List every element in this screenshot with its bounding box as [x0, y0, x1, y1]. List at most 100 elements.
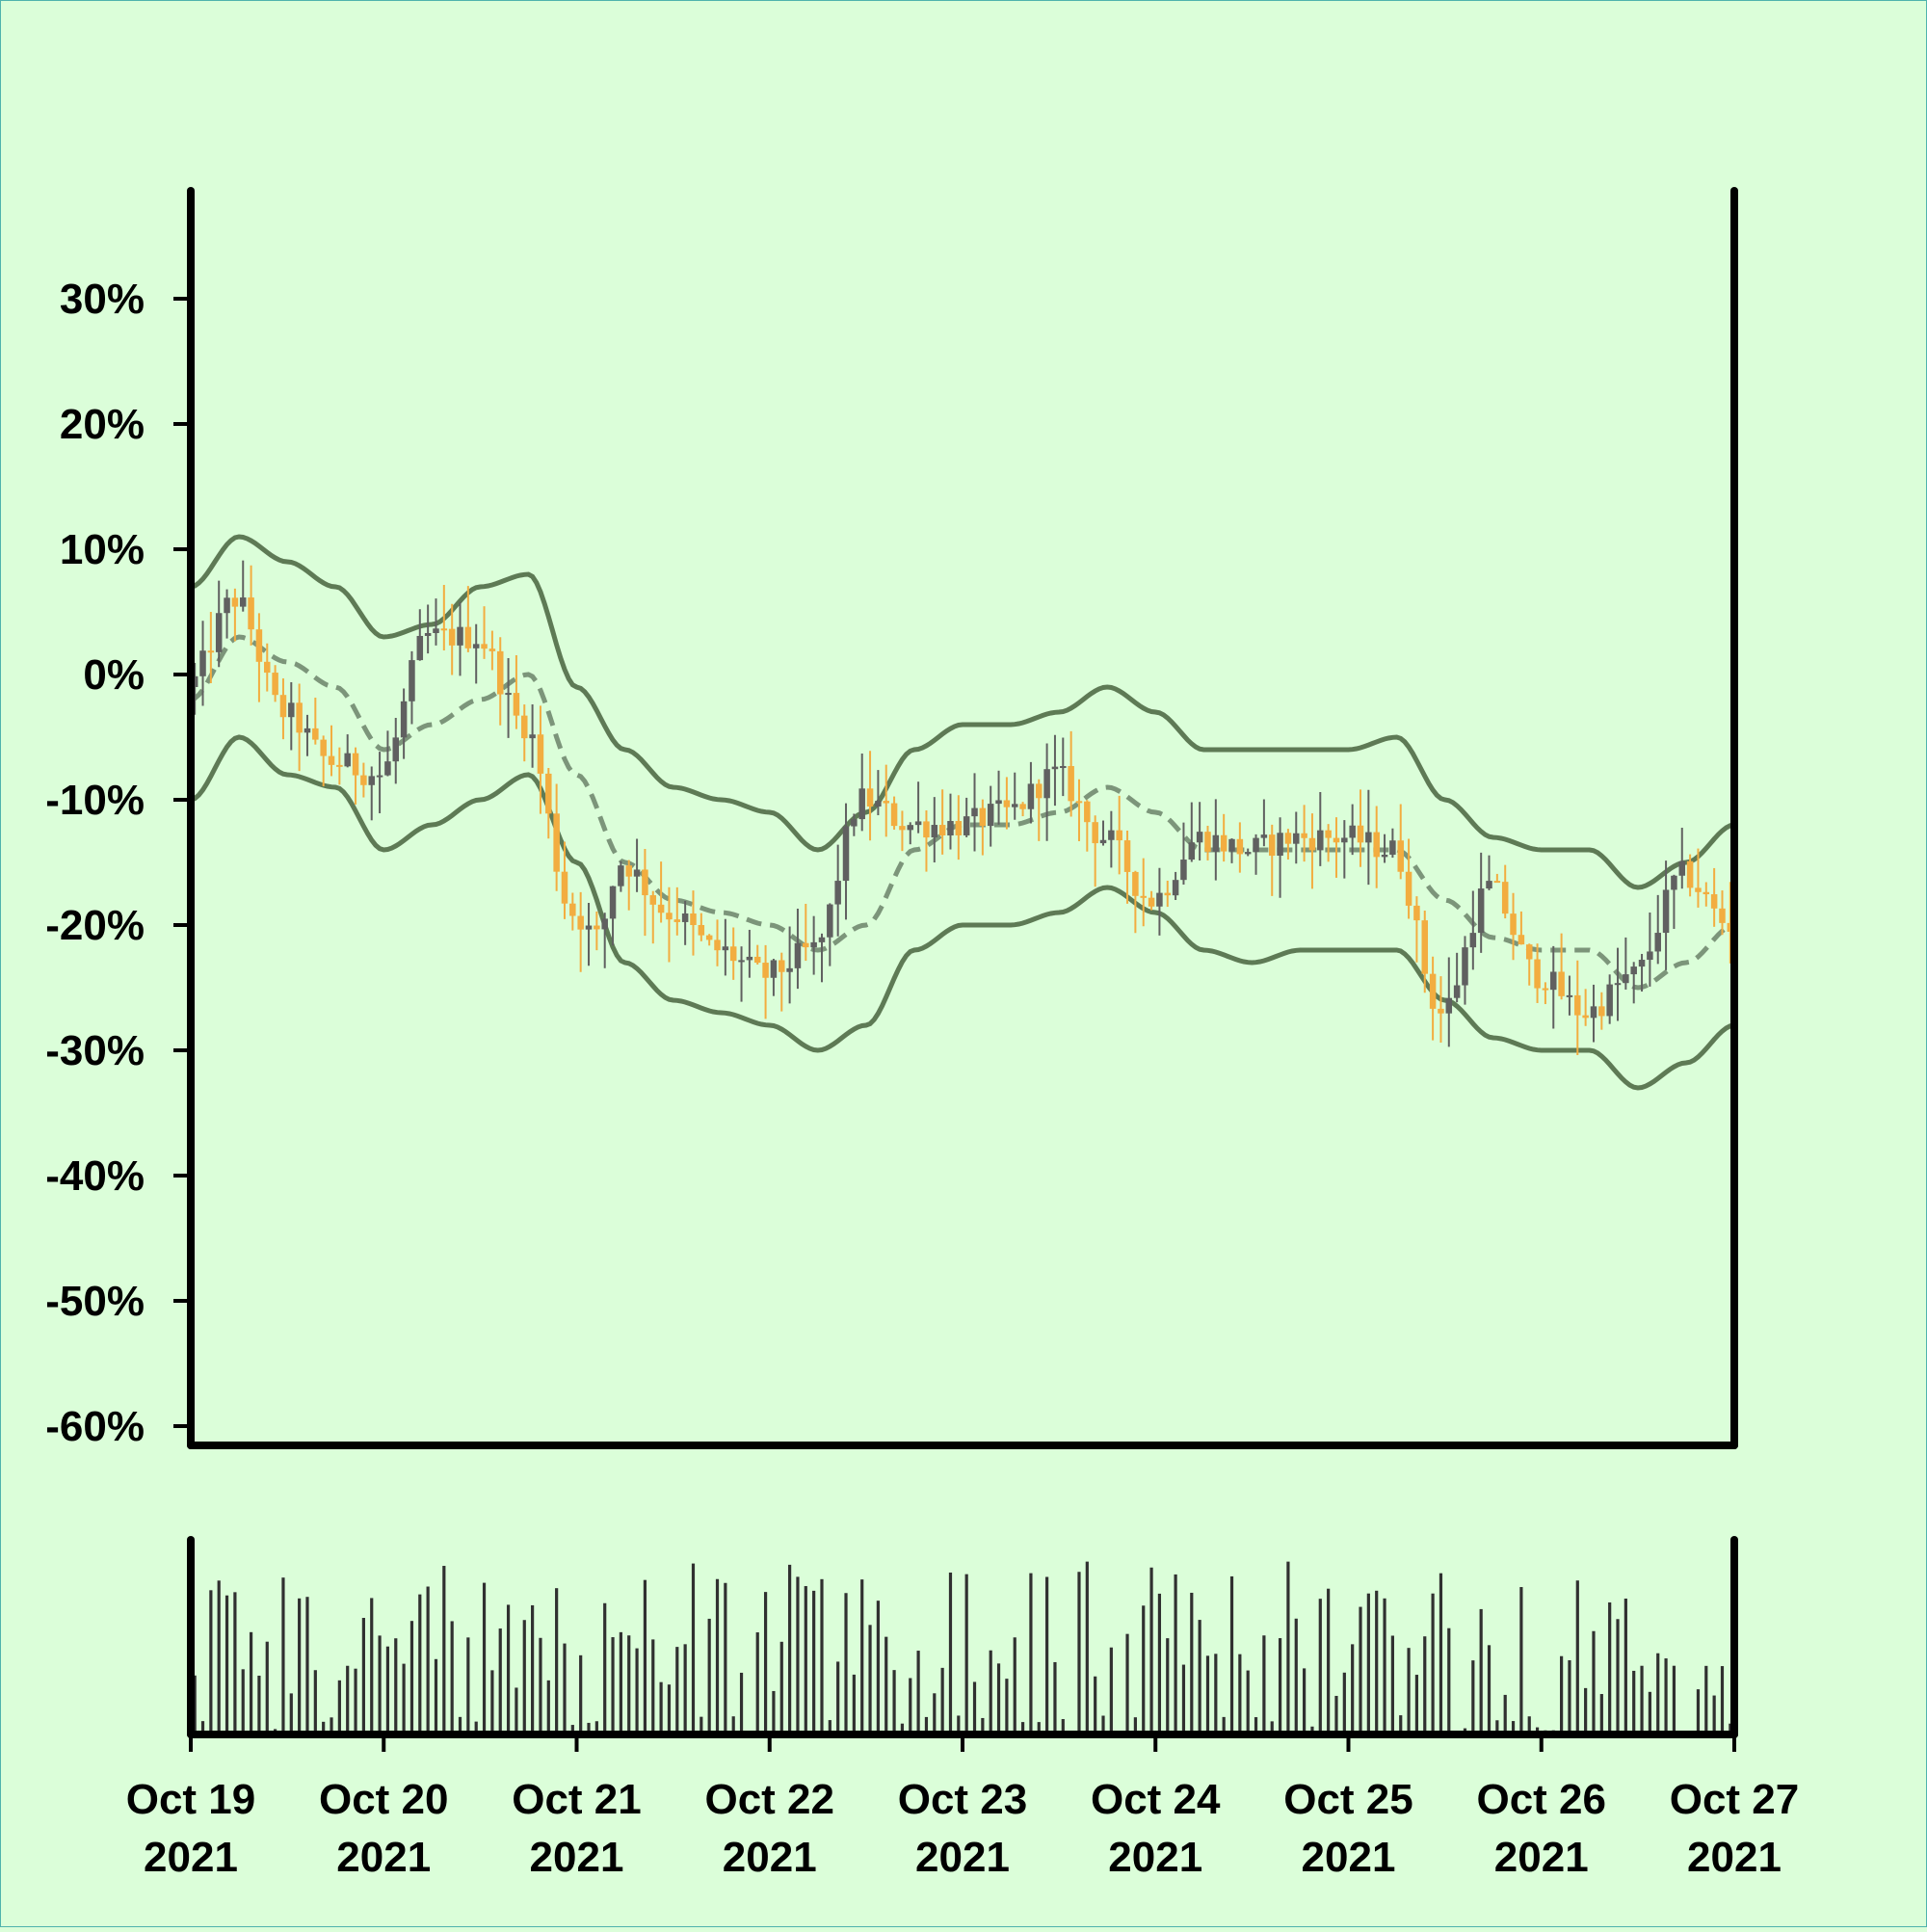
volume-bar — [1656, 1653, 1660, 1734]
candle-body — [810, 941, 817, 948]
candle-body — [1405, 871, 1412, 906]
volume-bar — [1174, 1574, 1177, 1734]
volume-bar — [1479, 1608, 1483, 1734]
candle-body — [400, 701, 408, 738]
candle-body — [690, 913, 697, 925]
candle-body — [842, 826, 850, 882]
candle-body — [1662, 889, 1670, 934]
candle-body — [673, 919, 681, 922]
volume-bar — [1672, 1665, 1676, 1734]
volume-bar — [241, 1669, 245, 1734]
volume-bar — [594, 1721, 598, 1734]
volume-bar — [289, 1693, 293, 1734]
volume-bar — [1205, 1655, 1210, 1734]
candle-body — [457, 626, 463, 646]
candle-body — [448, 628, 456, 646]
volume-bar — [611, 1637, 615, 1734]
candle-body — [569, 903, 576, 916]
x-tick-label-year: 2021 — [1494, 1834, 1589, 1881]
candle-body — [1413, 905, 1420, 921]
y-tick-label: -40% — [45, 1152, 145, 1200]
volume-bar — [1366, 1593, 1370, 1734]
volume-bar — [1399, 1715, 1403, 1734]
candle-body — [1486, 881, 1492, 889]
volume-bar — [370, 1598, 374, 1734]
candle-body — [762, 963, 769, 978]
volume-bar — [298, 1598, 302, 1734]
volume-bar — [1439, 1573, 1443, 1734]
candle-body — [971, 807, 978, 817]
volume-bar — [1262, 1635, 1266, 1734]
volume-bar — [1157, 1593, 1162, 1734]
volume-bar — [909, 1678, 912, 1734]
volume-bar — [957, 1715, 961, 1734]
volume-bar — [281, 1577, 285, 1734]
volume-bar — [193, 1675, 197, 1734]
candle-body — [384, 761, 391, 776]
volume-bar — [876, 1601, 880, 1734]
volume-bar — [498, 1628, 502, 1734]
candle-body — [1598, 1006, 1605, 1017]
x-tick-label-date: Oct 19 — [126, 1776, 256, 1823]
volume-bar — [1511, 1721, 1516, 1734]
candle-body — [1204, 832, 1211, 852]
candle-body — [304, 728, 311, 733]
volume-bar — [1342, 1672, 1346, 1734]
candle-body — [424, 633, 432, 636]
volume-bar — [354, 1668, 357, 1734]
volume-bar — [1142, 1605, 1146, 1734]
volume-bar — [1704, 1665, 1708, 1734]
candle-body — [1534, 959, 1541, 989]
candle-body — [529, 734, 536, 739]
candle-body — [1574, 994, 1581, 1016]
volume-bar — [1334, 1695, 1338, 1734]
candle-body — [1365, 832, 1372, 843]
candle-body — [803, 942, 809, 948]
y-tick-label: 20% — [60, 401, 145, 448]
candle-body — [1462, 947, 1468, 986]
volume-bar — [1696, 1689, 1701, 1734]
candle-body — [1092, 822, 1098, 844]
candle-body — [1453, 985, 1461, 998]
candle-body — [1647, 951, 1653, 961]
volume-bar — [1608, 1601, 1612, 1734]
volume-bar — [1254, 1717, 1258, 1734]
volume-bar — [515, 1687, 518, 1734]
x-axis: Oct 19 2021 Oct 20 2021 Oct 21 2021 Oct 22 2021… — [126, 1734, 1799, 1881]
volume-panel — [187, 1536, 1738, 1738]
candle-body — [1614, 983, 1622, 986]
candle-body — [199, 650, 206, 676]
volume-bar — [1431, 1593, 1435, 1734]
volume-bar — [322, 1721, 326, 1734]
candle-body — [866, 788, 874, 807]
candle-body — [1582, 1015, 1589, 1019]
volume-bar — [1423, 1636, 1427, 1734]
candle-body — [609, 886, 617, 919]
candle-body — [1011, 804, 1018, 807]
candle-body — [1003, 800, 1011, 807]
volume-bar — [570, 1725, 574, 1734]
candle-body — [344, 753, 351, 767]
volume-bar — [587, 1722, 591, 1734]
x-tick-label-date: Oct 24 — [1091, 1776, 1221, 1823]
candle-body — [553, 813, 560, 872]
y-tick-label: 0% — [83, 651, 145, 699]
y-tick-label: -60% — [45, 1403, 145, 1450]
candle-body — [1341, 837, 1348, 843]
volume-bar — [1246, 1670, 1250, 1734]
candle-body — [794, 942, 802, 968]
candle-body — [1678, 860, 1686, 876]
volume-bar — [763, 1592, 768, 1734]
candle-body — [577, 915, 584, 930]
candle-body — [272, 673, 278, 696]
candle-body — [698, 924, 705, 936]
candle-body — [642, 869, 648, 896]
candle-body — [1132, 871, 1139, 896]
candle-body — [834, 881, 841, 905]
volume-bar — [1648, 1691, 1651, 1734]
volume-bar — [1278, 1638, 1282, 1734]
candle-body — [215, 613, 223, 652]
volume-bar — [1222, 1716, 1226, 1734]
volume-bar — [531, 1604, 535, 1734]
volume-bar — [724, 1582, 727, 1734]
